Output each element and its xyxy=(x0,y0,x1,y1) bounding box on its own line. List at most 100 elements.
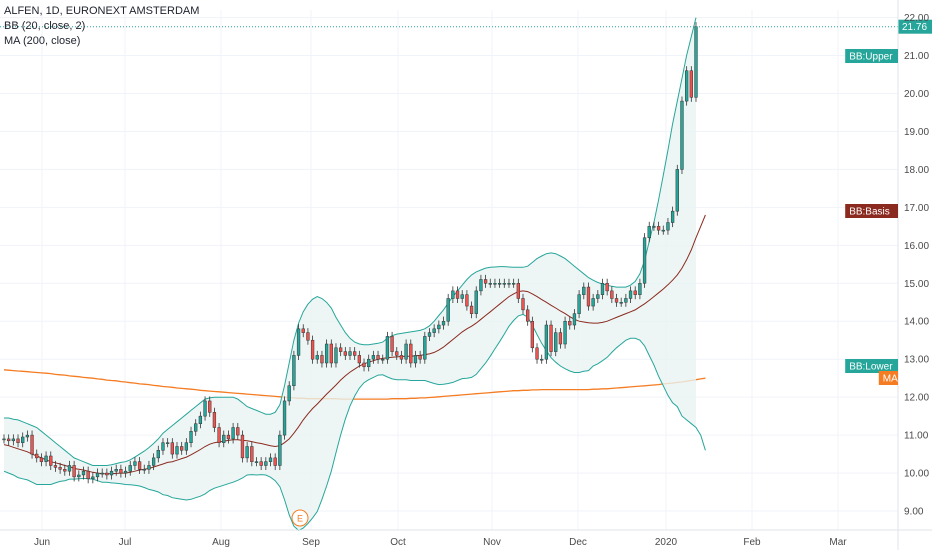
candle xyxy=(21,432,25,448)
time-tick-label: Feb xyxy=(743,537,761,548)
candle-body xyxy=(254,461,259,463)
candle xyxy=(123,466,128,478)
earnings-event-marker[interactable]: E xyxy=(291,509,309,527)
candle xyxy=(507,278,511,288)
candle-body xyxy=(338,347,343,352)
candle xyxy=(423,331,427,364)
candle-body xyxy=(72,465,76,478)
candle xyxy=(142,464,146,474)
candle-body xyxy=(287,385,291,402)
candle xyxy=(198,411,203,429)
candle-body xyxy=(240,434,245,459)
candle-body xyxy=(231,427,235,440)
candle xyxy=(661,225,665,235)
candle xyxy=(315,350,319,364)
candle xyxy=(278,430,282,471)
candle-body xyxy=(334,347,338,364)
last-price-label: 21.76 xyxy=(902,22,927,33)
time-axis[interactable]: Jun Jul Aug Sep Oct Nov Dec 2020 Feb Mar xyxy=(0,529,932,548)
candle xyxy=(44,451,48,467)
candlesticks xyxy=(2,22,698,484)
candle xyxy=(675,164,679,216)
candle xyxy=(114,464,118,476)
ma-indicator-label[interactable]: MA (200, close) xyxy=(4,35,81,47)
candle-body xyxy=(250,446,254,462)
candle-body xyxy=(624,298,628,303)
candle xyxy=(381,354,385,364)
candle-body xyxy=(507,283,511,285)
price-tick-label: 17.00 xyxy=(904,203,929,214)
candle-body xyxy=(661,229,665,232)
candle xyxy=(194,419,198,436)
indicator-tag-label: BB:Lower xyxy=(849,362,893,373)
candle xyxy=(526,305,530,326)
price-tick-label: 10.00 xyxy=(904,469,929,480)
candle xyxy=(72,460,76,482)
indicator-tag-badge xyxy=(845,49,898,63)
candle xyxy=(357,350,362,368)
candle xyxy=(694,22,698,102)
candle-body xyxy=(614,298,619,303)
time-tick-label: Dec xyxy=(569,537,587,548)
time-tick-label: 2020 xyxy=(655,537,678,548)
symbol-title[interactable]: ALFEN, 1D, EURONEXT AMSTERDAM xyxy=(4,5,200,17)
candle xyxy=(371,350,376,364)
price-tick-label: 20.00 xyxy=(904,89,929,100)
candle-body xyxy=(170,442,174,455)
candle-body xyxy=(63,469,67,472)
candle xyxy=(404,339,408,364)
indicator-tag-badge xyxy=(845,204,898,218)
candle xyxy=(647,221,651,243)
candle-body xyxy=(25,434,30,438)
candle xyxy=(670,206,675,228)
candle-body xyxy=(483,279,488,284)
candle xyxy=(652,221,656,231)
candle-body xyxy=(652,226,656,228)
candle xyxy=(100,468,104,478)
candle-body xyxy=(222,434,226,443)
candle xyxy=(147,460,151,474)
ma-line xyxy=(3,369,706,400)
price-tick-label: 16.00 xyxy=(904,241,929,252)
candle-body xyxy=(521,298,525,311)
candle-body xyxy=(460,294,464,299)
bb-indicator-label[interactable]: BB (20, close, 2) xyxy=(4,20,86,32)
candle-body xyxy=(628,290,633,299)
candle-body xyxy=(357,355,362,364)
candle xyxy=(684,66,689,106)
candle-body xyxy=(385,336,390,360)
candle-body xyxy=(21,436,25,443)
candle xyxy=(399,350,404,364)
candle-body xyxy=(217,427,221,443)
candle xyxy=(292,350,296,391)
candle xyxy=(390,331,394,357)
candle xyxy=(656,221,661,235)
candle xyxy=(184,438,189,455)
price-tick-label: 9.00 xyxy=(904,507,924,518)
candle-body xyxy=(535,347,539,360)
candle-body xyxy=(469,305,474,314)
candle xyxy=(226,430,231,444)
candle xyxy=(605,278,609,296)
price-tick-label: 22.00 xyxy=(904,13,929,24)
candle xyxy=(353,347,357,360)
candle xyxy=(488,278,492,288)
candle xyxy=(49,451,53,471)
candle-body xyxy=(502,283,506,285)
time-tick-label: Nov xyxy=(483,537,501,548)
price-axis[interactable]: 9.00 10.00 11.00 12.00 13.00 14.00 15.00 16.00 1… xyxy=(897,0,929,550)
candle-body xyxy=(497,283,502,285)
candle-body xyxy=(381,358,385,361)
bollinger-bands xyxy=(3,17,706,531)
candle-body xyxy=(474,290,478,314)
candle xyxy=(137,457,142,474)
candle xyxy=(334,343,338,368)
candle-body xyxy=(413,355,418,364)
candle xyxy=(105,468,109,480)
bb-lower-line xyxy=(3,313,706,531)
candle xyxy=(549,320,553,357)
time-tick-label: Oct xyxy=(390,537,406,548)
candle-body xyxy=(273,457,277,466)
bb-upper-line xyxy=(4,17,697,466)
